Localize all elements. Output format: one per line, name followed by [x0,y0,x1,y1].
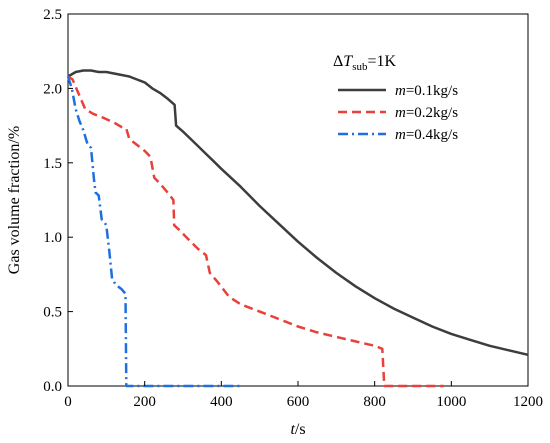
legend-label-2: m=0.4kg/s [395,127,458,143]
x-tick-label: 400 [210,394,233,410]
legend-entry-1: m=0.2kg/s [338,105,458,121]
annotation-sub: sub [352,61,368,73]
series-layer [66,69,529,388]
annotation-value: =1K [367,53,396,70]
x-tick-label: 0 [64,394,72,410]
plot-frame [67,13,529,387]
y-tick-label: 1.5 [43,156,62,172]
legend-label-2-italic: m [395,127,406,143]
plot-area: 0 200 400 600 800 1000 1200 0.0 0.5 1.0 1.5 2.0 2.5 [43,7,543,410]
x-tick-label: 1200 [513,394,543,410]
y-tick-label: 1.0 [43,230,62,246]
annotation-t: T [343,53,353,70]
x-axis-label-italic: t [290,421,295,438]
subcooling-annotation: ΔTsub=1K [333,53,397,73]
legend-label-0: m=0.1kg/s [395,83,458,99]
legend: m=0.1kg/s m=0.2kg/s m=0.4kg/s [338,83,458,143]
series-line-1 [67,75,444,388]
legend-label-1-rest: =0.2kg/s [406,105,458,121]
x-axis-label: t/s [290,421,305,438]
x-tick-label: 1000 [436,394,466,410]
y-tick-label: 0.5 [43,305,62,321]
annotation-delta: Δ [333,53,343,70]
x-tick-label: 800 [363,394,386,410]
legend-label-0-italic: m [395,83,406,99]
legend-label-1-italic: m [395,105,406,121]
x-tick-label: 200 [133,394,156,410]
y-axis-label: Gas volume fraction/% [6,126,23,274]
legend-entry-2: m=0.4kg/s [338,127,458,143]
tick-layer: 0 200 400 600 800 1000 1200 0.0 0.5 1.0 1.5 2.0 2.5 [43,7,543,410]
x-axis-label-unit: /s [295,421,306,438]
y-tick-label: 2.5 [43,7,62,23]
series-line-0 [67,69,529,357]
legend-label-0-rest: =0.1kg/s [406,83,458,99]
legend-label-2-rest: =0.4kg/s [406,127,458,143]
y-tick-label: 2.0 [43,81,62,97]
series-line-2 [66,76,241,388]
legend-entry-0: m=0.1kg/s [338,83,458,99]
y-tick-label: 0.0 [43,379,62,395]
legend-label-1: m=0.2kg/s [395,105,458,121]
x-tick-label: 600 [287,394,310,410]
